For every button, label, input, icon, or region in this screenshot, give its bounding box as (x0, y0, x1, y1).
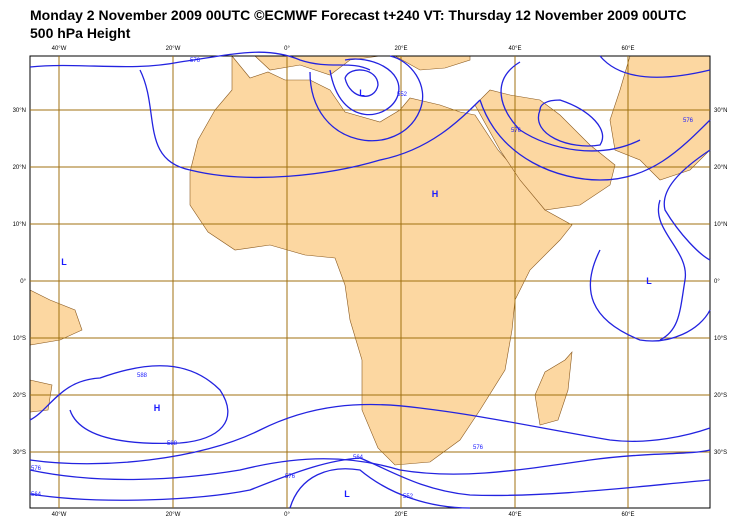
lat-label-right: 20°S (714, 393, 727, 399)
lon-label-top: 0° (284, 46, 290, 52)
contour-label: 576 (511, 128, 522, 134)
lon-label-top: 40°W (52, 46, 67, 52)
contours (29, 51, 711, 509)
contour-label: 564 (31, 492, 42, 498)
land (29, 55, 711, 466)
pressure-center: H (432, 189, 439, 199)
pressure-center: H (154, 403, 161, 413)
contour-label: 564 (353, 455, 364, 461)
map-labels: 40°W 40°W 20°W 20°W 0° 0° 20°E 20°E 40°E 40°E 60°E… (13, 46, 728, 518)
contour-label: 576 (683, 118, 694, 124)
contour-label: 588 (167, 441, 178, 447)
subtitle: 500 hPa Height (30, 25, 131, 41)
lon-label-bottom: 40°W (52, 512, 67, 518)
lat-label-left: 20°S (13, 393, 26, 399)
lat-label-left: 10°S (13, 336, 26, 342)
lon-label-bottom: 20°E (394, 512, 407, 518)
lat-label-right: 0° (714, 279, 720, 285)
contour-label: 576 (473, 445, 484, 451)
lon-label-bottom: 40°E (508, 512, 521, 518)
pressure-center: L (646, 276, 652, 286)
pressure-center: L (61, 257, 67, 267)
contour-label: 576 (285, 474, 296, 480)
lat-label-left: 30°N (13, 108, 26, 114)
lat-label-right: 30°N (714, 108, 727, 114)
lon-label-top: 20°W (166, 46, 181, 52)
lon-label-bottom: 0° (284, 512, 290, 518)
lon-label-top: 20°E (394, 46, 407, 52)
lon-label-top: 60°E (621, 46, 634, 52)
lon-label-bottom: 60°E (621, 512, 634, 518)
contour-label: 576 (190, 58, 201, 64)
map-frame (29, 55, 711, 509)
lat-label-right: 30°S (714, 450, 727, 456)
lat-label-left: 10°N (13, 222, 26, 228)
lat-label-left: 20°N (13, 165, 26, 171)
contour-label: 552 (397, 92, 408, 98)
title: Monday 2 November 2009 00UTC ©ECMWF Fore… (30, 7, 687, 23)
lon-label-top: 40°E (508, 46, 521, 52)
lat-label-right: 20°N (714, 165, 727, 171)
lon-label-bottom: 20°W (166, 512, 181, 518)
graticule (29, 55, 711, 509)
lat-label-right: 10°N (714, 222, 727, 228)
lat-label-left: 30°S (13, 450, 26, 456)
lat-label-right: 10°S (714, 336, 727, 342)
contour-label: 588 (137, 373, 148, 379)
contour-label: 552 (403, 494, 414, 500)
pressure-center: L (344, 489, 350, 499)
lat-label-left: 0° (20, 279, 26, 285)
contour-label: 576 (31, 466, 42, 472)
pressure-center: L (359, 88, 365, 98)
